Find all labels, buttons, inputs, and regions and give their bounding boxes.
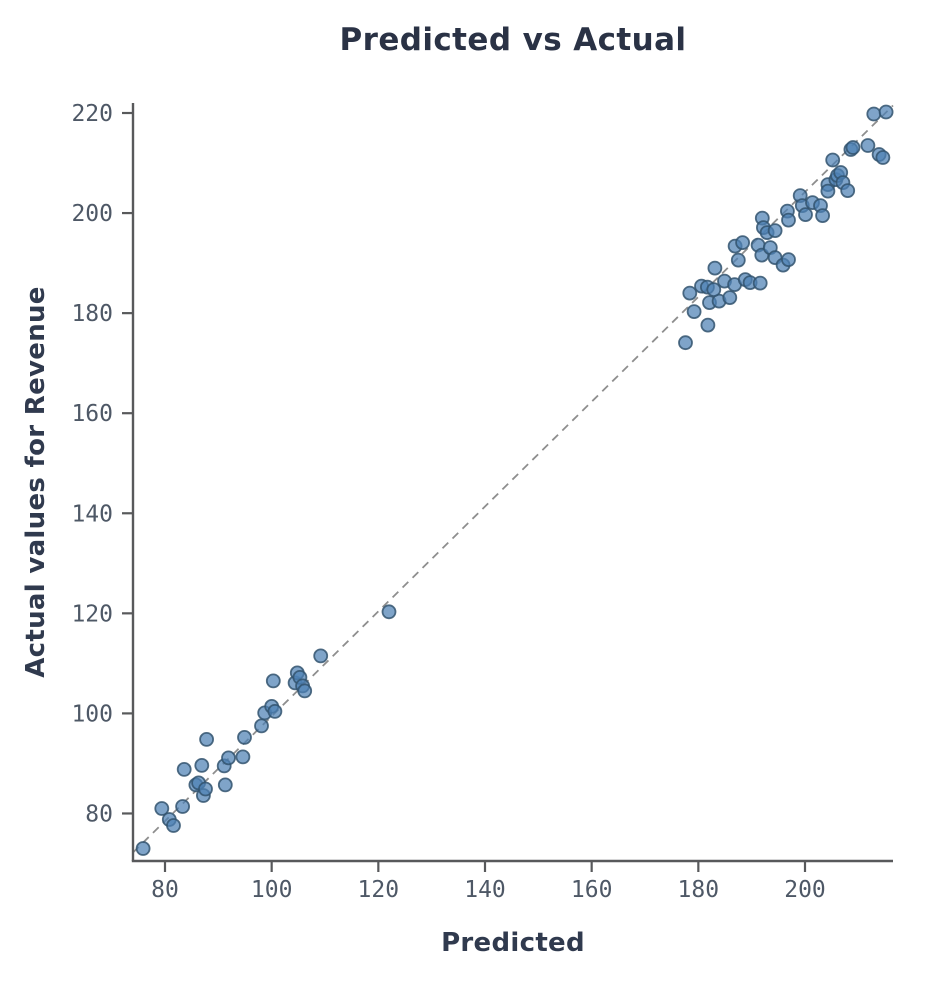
y-tick-label: 80 bbox=[85, 801, 113, 827]
y-tick-label: 160 bbox=[71, 401, 113, 427]
scatter-point bbox=[878, 104, 894, 120]
x-tick-label: 100 bbox=[251, 877, 293, 903]
x-tick-label: 160 bbox=[571, 877, 613, 903]
scatter-point bbox=[297, 683, 313, 699]
scatter-point bbox=[825, 152, 841, 168]
scatter-point bbox=[198, 781, 213, 797]
scatter-point bbox=[381, 604, 397, 620]
scatter-point bbox=[781, 252, 796, 268]
scatter-point bbox=[866, 106, 882, 122]
scatter-point bbox=[722, 290, 738, 306]
scatter-point bbox=[217, 777, 233, 793]
y-axis-label: Actual values for Revenue bbox=[21, 286, 51, 678]
scatter-point bbox=[798, 207, 813, 223]
x-axis-label: Predicted bbox=[441, 928, 585, 958]
scatter-point bbox=[735, 235, 750, 251]
x-tick-label: 180 bbox=[678, 877, 720, 903]
chart-title: Predicted vs Actual bbox=[339, 22, 687, 58]
scatter-point bbox=[860, 138, 876, 153]
scatter-point bbox=[135, 841, 151, 856]
scatter-point bbox=[682, 285, 698, 301]
scatter-point bbox=[781, 212, 796, 228]
scatter-point bbox=[176, 762, 192, 777]
scatter-point bbox=[845, 140, 861, 155]
scatter-point bbox=[686, 304, 702, 320]
scatter-point bbox=[707, 260, 723, 276]
scatter-point bbox=[194, 758, 210, 773]
x-tick-label: 80 bbox=[151, 877, 179, 903]
scatter-point bbox=[166, 818, 181, 833]
scatter-point bbox=[237, 730, 252, 745]
scatter-point bbox=[175, 799, 191, 814]
y-tick-label: 120 bbox=[71, 601, 113, 627]
scatter-point bbox=[706, 282, 722, 298]
x-tick-label: 140 bbox=[464, 877, 506, 903]
scatter-point bbox=[221, 750, 236, 766]
scatter-point bbox=[840, 183, 856, 199]
scatter-point bbox=[752, 275, 768, 291]
scatter-point bbox=[199, 732, 215, 747]
scatter-point bbox=[815, 208, 830, 224]
scatter-point bbox=[875, 150, 891, 165]
y-tick-label: 100 bbox=[71, 701, 113, 727]
y-tick-label: 180 bbox=[71, 301, 113, 327]
scatter-point bbox=[235, 749, 251, 765]
x-tick-label: 200 bbox=[784, 877, 826, 903]
x-tick-label: 120 bbox=[358, 877, 400, 903]
scatter-point bbox=[267, 704, 283, 719]
scatter-point bbox=[700, 317, 716, 333]
y-tick-label: 140 bbox=[71, 501, 113, 527]
scatter-point bbox=[730, 252, 746, 268]
y-tick-label: 200 bbox=[71, 201, 113, 227]
scatter-point bbox=[265, 673, 281, 689]
scatter-point bbox=[313, 648, 329, 664]
scatter-point bbox=[820, 183, 836, 199]
scatter-point bbox=[767, 223, 783, 239]
y-tick-label: 220 bbox=[71, 101, 113, 127]
scatter-point bbox=[254, 718, 269, 734]
scatter-point bbox=[678, 335, 693, 351]
scatter-point bbox=[154, 801, 170, 816]
